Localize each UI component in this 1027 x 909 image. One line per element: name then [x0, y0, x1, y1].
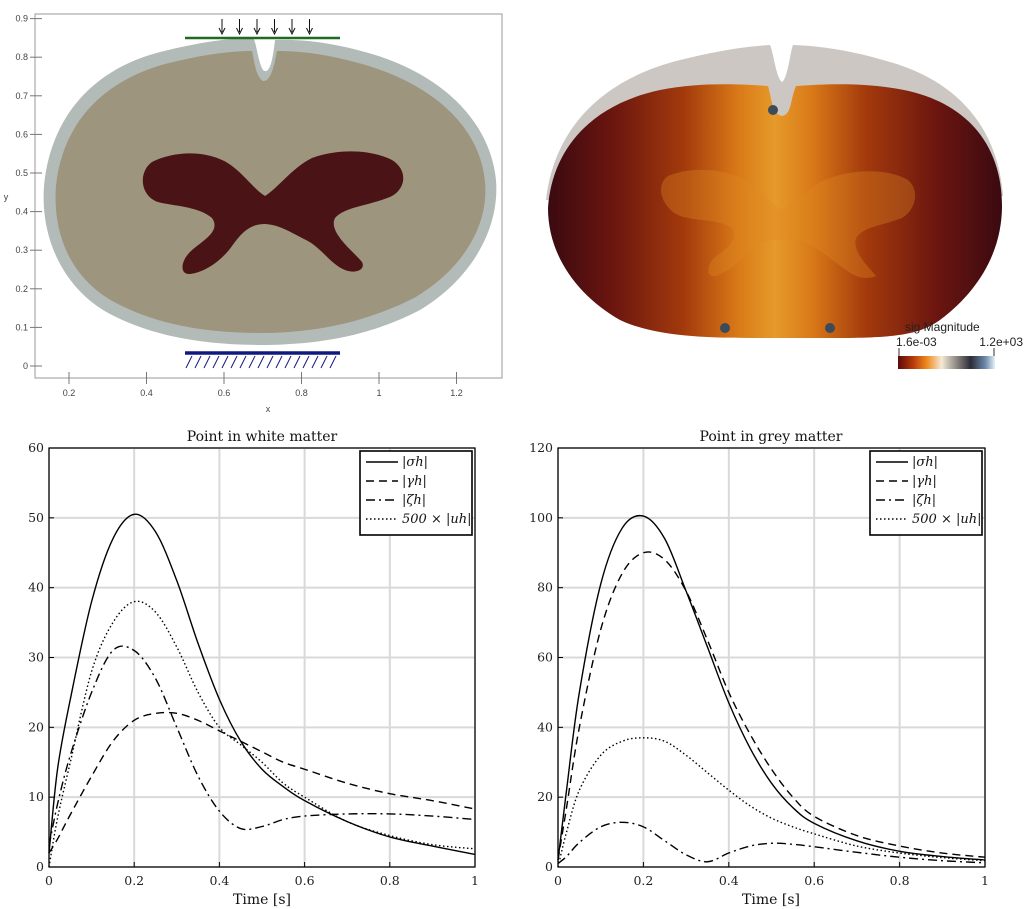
y-tick-label: 20 — [537, 789, 553, 804]
chart-series — [49, 514, 475, 867]
x-tick-label: 0.8 — [380, 873, 400, 888]
stress-hotspot-bottom-left — [720, 323, 730, 333]
chart-legend: |σh| |γh| |ζh| 500 × |uh| — [870, 451, 982, 535]
domain-mesh-figure: 0 0.1 0.2 0.3 0.4 0.5 0.6 0.7 0.8 0.9 0.2 0.4 0.6 0.… — [0, 0, 510, 418]
mesh-x-tick-label: 0.8 — [295, 388, 308, 398]
mesh-y-tick-label: 0.3 — [15, 245, 28, 255]
mesh-y-axis-label: y — [4, 192, 9, 202]
y-tick-label: 100 — [529, 510, 553, 525]
mesh-y-tick-label: 0.1 — [15, 322, 28, 332]
series-line-3 — [558, 822, 985, 863]
x-tick-label: 0 — [45, 873, 53, 888]
x-axis-label: Time [s] — [742, 892, 800, 908]
legend-label: |ζh| — [912, 493, 936, 508]
y-tick-label: 10 — [28, 789, 44, 804]
y-tick-label: 30 — [28, 650, 44, 665]
mesh-y-tick-label: 0.4 — [15, 207, 28, 217]
mesh-x-tick-label: 0.6 — [218, 388, 231, 398]
series-line-2 — [558, 552, 985, 860]
y-tick-label: 60 — [537, 650, 553, 665]
y-tick-label: 120 — [529, 440, 553, 455]
series-line-4 — [558, 738, 985, 867]
legend-label: |γh| — [912, 474, 937, 489]
white-matter-region — [56, 51, 486, 333]
x-tick-label: 0.4 — [719, 873, 739, 888]
stress-hotspot-bottom-right — [825, 323, 835, 333]
legend-label: 500 × |uh| — [402, 512, 471, 527]
y-tick-label: 80 — [537, 580, 553, 595]
x-axis-label: Time [s] — [233, 892, 291, 908]
x-tick-label: 1 — [471, 873, 479, 888]
y-tick-label: 40 — [28, 580, 44, 595]
series-line-3 — [49, 646, 475, 846]
x-tick-label: 0.4 — [209, 873, 229, 888]
legend-label: |γh| — [402, 474, 427, 489]
stress-hotspot-top — [768, 105, 778, 115]
white-matter-chart: Point in white matter 00.20.40.60.810102… — [0, 418, 510, 909]
colorbar-min-label: 1.6e-03 — [896, 335, 937, 349]
colorbar-title: sig Magnitude — [905, 320, 980, 334]
series-line-1 — [558, 516, 985, 860]
chart-title: Point in grey matter — [700, 429, 843, 445]
mesh-x-tick-label: 0.4 — [140, 388, 153, 398]
x-tick-label: 0.6 — [295, 873, 315, 888]
legend-label: |ζh| — [402, 493, 426, 508]
y-tick-label: 0 — [36, 859, 44, 874]
chart-title: Point in white matter — [187, 429, 338, 445]
mesh-y-tick-label: 0.6 — [15, 129, 28, 139]
x-tick-label: 0.2 — [633, 873, 653, 888]
chart-legend: |σh| |γh| |ζh| 500 × |uh| — [360, 451, 472, 535]
x-tick-label: 0.6 — [804, 873, 824, 888]
mesh-y-tick-label: 0.7 — [15, 91, 28, 101]
mesh-x-tick-label: 1 — [376, 388, 381, 398]
mesh-y-tick-label: 0 — [23, 361, 28, 371]
colorbar — [898, 356, 995, 369]
mesh-x-axis-label: x — [266, 404, 271, 414]
mesh-x-tick-label: 0.2 — [63, 388, 76, 398]
x-tick-label: 0.8 — [890, 873, 910, 888]
legend-label: |σh| — [912, 455, 938, 470]
y-tick-label: 60 — [28, 440, 44, 455]
stress-magnitude-figure: sig Magnitude 1.6e-03 1.2e+03 — [520, 0, 1027, 418]
x-tick-label: 0 — [554, 873, 562, 888]
mesh-x-tick-label: 1.2 — [450, 388, 463, 398]
mesh-y-tick-label: 0.9 — [15, 14, 28, 24]
chart-series — [558, 516, 985, 867]
y-tick-label: 50 — [28, 510, 44, 525]
grey-matter-chart: Point in grey matter 0 0.2 0.4 0.6 0.8 1 0 20 40… — [510, 418, 1027, 909]
series-line-1 — [49, 514, 475, 854]
mesh-y-tick-label: 0.5 — [15, 168, 28, 178]
legend-label: |σh| — [402, 455, 428, 470]
mesh-y-tick-label: 0.8 — [15, 52, 28, 62]
colorbar-max-label: 1.2e+03 — [979, 335, 1023, 349]
y-tick-label: 0 — [545, 859, 553, 874]
mesh-y-tick-label: 0.2 — [15, 284, 28, 294]
y-tick-label: 20 — [28, 719, 44, 734]
legend-label: 500 × |uh| — [912, 512, 981, 527]
series-line-2 — [49, 712, 475, 853]
y-tick-label: 40 — [537, 719, 553, 734]
x-tick-label: 1 — [981, 873, 989, 888]
x-tick-label: 0.2 — [124, 873, 144, 888]
